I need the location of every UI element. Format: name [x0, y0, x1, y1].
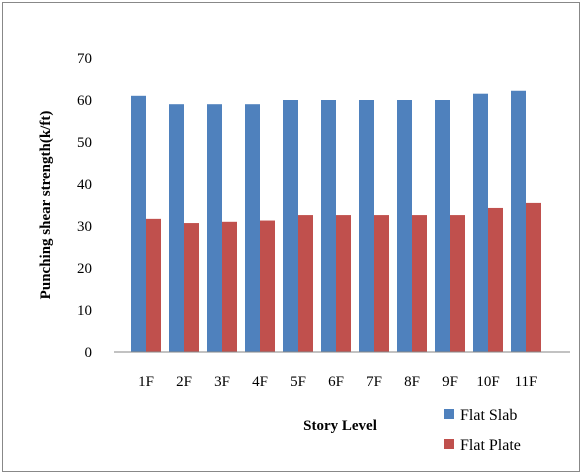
bar-flat-slab-6f — [321, 100, 336, 352]
bar-flat-plate-9f — [450, 215, 465, 352]
y-tick-label: 60 — [77, 93, 92, 109]
x-tick-label: 5F — [290, 374, 306, 390]
bar-flat-plate-11f — [526, 202, 541, 352]
x-axis-title: Story Level — [303, 418, 377, 434]
bar-flat-plate-8f — [412, 215, 427, 352]
bar-flat-plate-3f — [222, 221, 237, 352]
y-tick-label: 40 — [77, 177, 92, 193]
y-tick-label: 10 — [77, 303, 92, 319]
legend-label-flat-plate: Flat Plate — [460, 437, 521, 454]
bar-flat-slab-9f — [435, 100, 450, 352]
y-axis-ticks: 0 10 20 30 40 50 60 70 — [77, 51, 92, 361]
x-tick-label: 7F — [366, 374, 382, 390]
bar-flat-slab-1f — [131, 95, 146, 353]
x-tick-label: 3F — [214, 374, 230, 390]
bars — [131, 90, 541, 353]
bar-flat-slab-10f — [473, 93, 488, 352]
legend-label-flat-slab: Flat Slab — [460, 407, 517, 424]
bar-flat-slab-3f — [207, 104, 222, 352]
x-tick-label: 4F — [252, 374, 268, 390]
y-tick-label: 0 — [85, 345, 93, 361]
y-tick-label: 30 — [77, 219, 92, 235]
x-axis-ticks: 1F 2F 3F 4F 5F 6F 7F 8F 9F 10F 11F — [138, 374, 537, 390]
bar-flat-slab-4f — [245, 104, 260, 352]
x-tick-label: 9F — [442, 374, 458, 390]
bar-flat-plate-6f — [336, 215, 351, 352]
bar-flat-plate-1f — [146, 218, 161, 352]
bar-flat-plate-10f — [488, 207, 503, 352]
bar-flat-slab-8f — [397, 100, 412, 352]
x-tick-label: 11F — [515, 374, 538, 390]
bar-flat-plate-5f — [298, 215, 313, 352]
bar-flat-slab-5f — [283, 100, 298, 352]
legend-swatch-flat-plate — [444, 439, 454, 449]
x-tick-label: 1F — [138, 374, 154, 390]
y-tick-label: 70 — [77, 51, 92, 67]
bar-flat-plate-7f — [374, 215, 389, 352]
y-tick-label: 50 — [77, 135, 92, 151]
x-tick-label: 10F — [476, 374, 499, 390]
x-tick-label: 8F — [404, 374, 420, 390]
y-axis-title: Punching shear strength(k/ft) — [38, 111, 54, 300]
bar-flat-plate-2f — [184, 223, 199, 352]
legend: Flat Slab Flat Plate — [444, 407, 521, 454]
y-tick-label: 20 — [77, 261, 92, 277]
bar-flat-plate-4f — [260, 220, 275, 352]
bar-flat-slab-2f — [169, 104, 184, 352]
legend-swatch-flat-slab — [444, 409, 454, 419]
bar-flat-slab-11f — [511, 90, 526, 352]
bar-flat-slab-7f — [359, 100, 374, 352]
x-tick-label: 2F — [176, 374, 192, 390]
x-tick-label: 6F — [328, 374, 344, 390]
